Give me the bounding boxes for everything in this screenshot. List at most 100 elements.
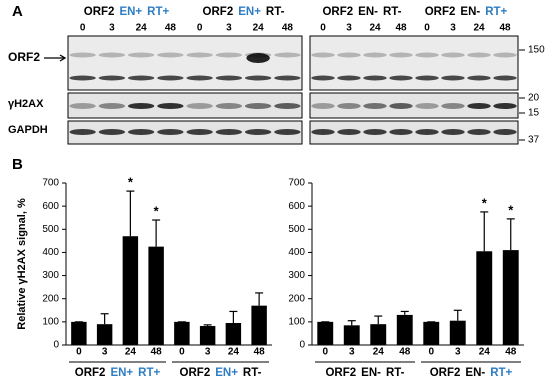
band	[363, 52, 387, 58]
bar	[148, 246, 164, 345]
group-word: RT-	[243, 367, 262, 379]
x-tick-label: 3	[102, 347, 108, 358]
significance: *	[508, 202, 514, 217]
band	[389, 103, 413, 109]
band	[98, 129, 126, 135]
group-label: ORF2 EN+ RT+	[75, 367, 161, 379]
time-label: 48	[165, 23, 177, 34]
band	[311, 52, 335, 58]
band	[415, 52, 439, 58]
x-tick-label: 48	[254, 347, 266, 358]
group-label: ORF2 EN- RT-	[322, 6, 401, 18]
group-word: RT+	[138, 367, 160, 379]
row-label: ORF2	[8, 50, 40, 64]
x-tick-label: 24	[373, 347, 385, 358]
band	[274, 52, 301, 58]
band	[157, 103, 184, 109]
band	[157, 52, 184, 58]
x-tick-label: 48	[151, 347, 163, 358]
y-tick-label: 500	[288, 224, 305, 235]
band	[415, 129, 439, 135]
band	[441, 129, 465, 135]
y-tick-label: 200	[42, 293, 59, 304]
time-label: 0	[80, 23, 86, 34]
band	[311, 103, 335, 109]
band	[274, 129, 301, 135]
band	[389, 52, 413, 58]
significance: *	[128, 175, 134, 190]
group-word: ORF2	[322, 6, 353, 18]
band	[311, 129, 335, 135]
band	[127, 103, 155, 109]
band	[244, 75, 272, 81]
y-tick-label: 100	[288, 316, 305, 327]
group-word: RT+	[485, 6, 507, 18]
arrow-head	[59, 54, 67, 62]
band	[98, 75, 126, 81]
time-label: 3	[226, 23, 232, 34]
bar	[502, 250, 519, 345]
y-tick-label: 400	[42, 247, 59, 258]
mw-marker: 20	[528, 93, 540, 104]
blot	[67, 120, 303, 145]
group-word: EN-	[358, 6, 378, 18]
group-word: RT-	[386, 367, 405, 379]
y-tick-label: 0	[299, 340, 305, 351]
x-tick-label: 0	[322, 347, 328, 358]
band	[467, 129, 491, 135]
group-word: EN+	[238, 6, 261, 18]
band	[441, 103, 465, 109]
band	[69, 75, 96, 81]
y-tick-label: 700	[42, 178, 59, 189]
bar	[317, 321, 334, 345]
y-tick-label: 700	[288, 178, 305, 189]
bar	[122, 236, 139, 345]
bar	[396, 314, 413, 345]
x-tick-label: 0	[76, 347, 82, 358]
time-label: 0	[320, 23, 326, 34]
group-label: ORF2 EN- RT+	[425, 6, 508, 18]
band	[186, 52, 213, 58]
time-label: 24	[253, 23, 265, 34]
band	[69, 103, 96, 109]
bar	[343, 325, 360, 345]
blot	[309, 35, 519, 91]
group-word: ORF2	[325, 367, 356, 379]
bar	[71, 321, 87, 345]
y-tick-label: 300	[42, 270, 59, 281]
significance: *	[482, 195, 488, 210]
group-word: EN+	[119, 6, 142, 18]
row-label: γH2AX	[8, 98, 44, 110]
band	[215, 75, 243, 81]
band	[493, 129, 517, 135]
band	[311, 75, 335, 81]
x-tick-label: 3	[205, 347, 211, 358]
group-word: RT+	[147, 6, 169, 18]
band	[246, 53, 270, 63]
y-tick-label: 0	[53, 340, 59, 351]
group-word: EN+	[215, 367, 238, 379]
x-tick-label: 3	[349, 347, 355, 358]
y-axis-label: Relative γH2AX signal, %	[16, 198, 28, 330]
group-word: EN-	[460, 6, 480, 18]
group-word: EN+	[110, 367, 133, 379]
group-word: ORF2	[425, 6, 456, 18]
group-word: ORF2	[84, 6, 115, 18]
time-label: 3	[109, 23, 115, 34]
bar	[449, 320, 466, 345]
band	[186, 75, 213, 81]
time-label: 48	[282, 23, 294, 34]
blot	[309, 120, 519, 145]
mw-marker: 37	[528, 135, 540, 146]
significance: *	[154, 203, 160, 218]
time-label: 24	[136, 23, 148, 34]
group-label: ORF2 EN- RT-	[325, 367, 404, 379]
group-word: ORF2	[430, 367, 461, 379]
row-label: GAPDH	[8, 124, 48, 136]
band	[244, 103, 272, 109]
band	[415, 75, 439, 81]
bar	[225, 323, 242, 345]
x-tick-label: 24	[479, 347, 491, 358]
bar	[174, 321, 190, 345]
